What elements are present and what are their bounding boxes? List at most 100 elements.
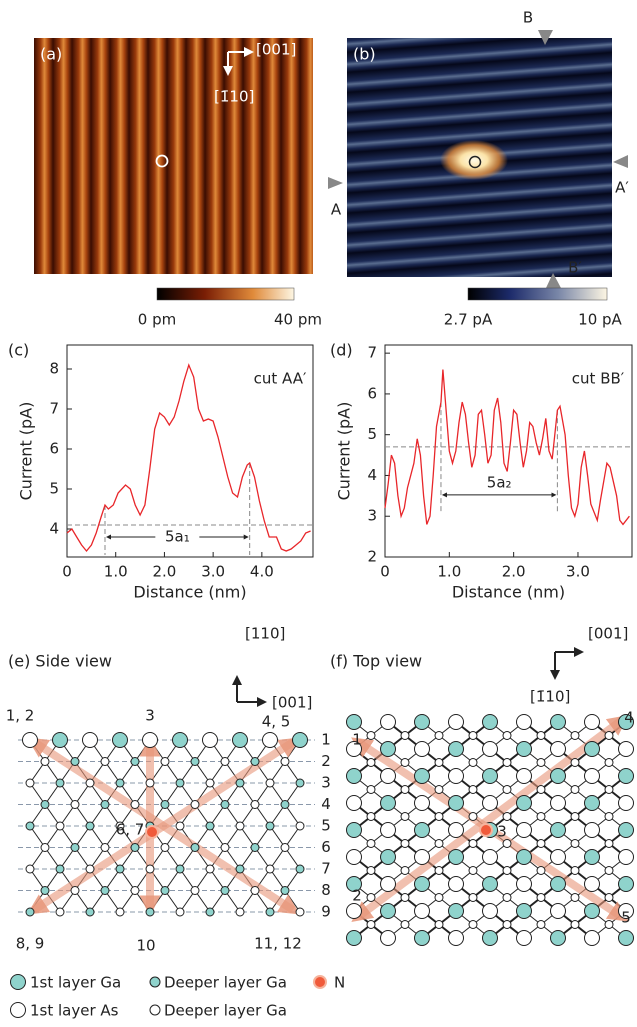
atom (40, 886, 50, 895)
atom (584, 768, 600, 784)
panel-label: (d) (330, 341, 353, 360)
atom (618, 930, 634, 946)
atom (380, 903, 396, 919)
legend-symbol (10, 974, 26, 990)
atom (550, 741, 566, 757)
plot-frame (384, 344, 633, 558)
atom (502, 866, 512, 875)
atom (536, 866, 546, 875)
annotation: cut AA′ (254, 370, 307, 388)
atom (160, 843, 170, 852)
atom (130, 757, 140, 766)
atom (434, 866, 444, 875)
atom (400, 866, 410, 875)
atom (414, 849, 430, 865)
atom (205, 907, 215, 917)
atom (130, 886, 140, 895)
atom (115, 864, 125, 874)
atom (448, 930, 464, 946)
atom (280, 886, 290, 895)
atom (468, 785, 478, 794)
atom (55, 821, 65, 831)
legend-label: Deeper layer Ga (164, 974, 287, 992)
atom (265, 821, 275, 831)
atom (55, 907, 65, 917)
atom (85, 778, 95, 788)
atom (536, 731, 546, 740)
atom (468, 866, 478, 875)
atom (100, 757, 110, 766)
atom (604, 731, 614, 740)
atom (25, 864, 35, 874)
atom (100, 843, 110, 852)
atom (516, 903, 532, 919)
atom (584, 849, 600, 865)
atom (482, 768, 498, 784)
atom (434, 839, 444, 848)
layer-label: 3 (321, 774, 331, 792)
atom (570, 812, 580, 821)
direction-number: 2 (352, 887, 362, 905)
cut-marker (546, 273, 561, 288)
cut-label: B (523, 9, 533, 27)
colorbar (467, 287, 608, 301)
atom (220, 757, 230, 766)
direction-number: 4, 5 (262, 713, 291, 731)
atom (366, 758, 376, 767)
legend-label: Deeper layer Ga (164, 1002, 287, 1020)
atom (190, 843, 200, 852)
direction-label: [001] (272, 694, 312, 712)
atom (448, 876, 464, 892)
atom (536, 785, 546, 794)
atom (380, 768, 396, 784)
atom (190, 757, 200, 766)
atom (502, 785, 512, 794)
atom (380, 714, 396, 730)
atom (235, 821, 245, 831)
atom (584, 822, 600, 838)
cut-marker (328, 177, 343, 189)
atom (570, 839, 580, 848)
atom (22, 732, 38, 748)
atom (550, 903, 566, 919)
atom (502, 893, 512, 902)
atom (366, 866, 376, 875)
atom (414, 822, 430, 838)
atom (502, 920, 512, 929)
x-tick-label: 2.0 (502, 563, 526, 581)
atom (584, 714, 600, 730)
atom (70, 886, 80, 895)
atom (366, 920, 376, 929)
atom (604, 920, 614, 929)
y-tick-label: 8 (49, 360, 59, 378)
direction-label: [110] (245, 625, 285, 643)
atom (250, 757, 260, 766)
y-tick-label: 5 (367, 425, 377, 443)
atom (604, 893, 614, 902)
direction-band (351, 715, 629, 922)
atom (205, 778, 215, 788)
plot-frame (66, 344, 314, 558)
atom (604, 785, 614, 794)
atom (70, 800, 80, 809)
atom (550, 876, 566, 892)
atom (618, 741, 634, 757)
atom (550, 795, 566, 811)
atom (502, 839, 512, 848)
atom (366, 785, 376, 794)
atom (434, 785, 444, 794)
data-line (384, 369, 630, 526)
atom (346, 930, 362, 946)
atom (40, 757, 50, 766)
atom (434, 893, 444, 902)
atom (112, 732, 128, 748)
atom (536, 839, 546, 848)
atom (516, 714, 532, 730)
y-tick-label: 7 (49, 400, 59, 418)
colorbar (156, 287, 295, 301)
atom (70, 757, 80, 766)
x-tick-label: 0 (62, 563, 72, 581)
defect-marker (155, 154, 169, 168)
atom (265, 778, 275, 788)
